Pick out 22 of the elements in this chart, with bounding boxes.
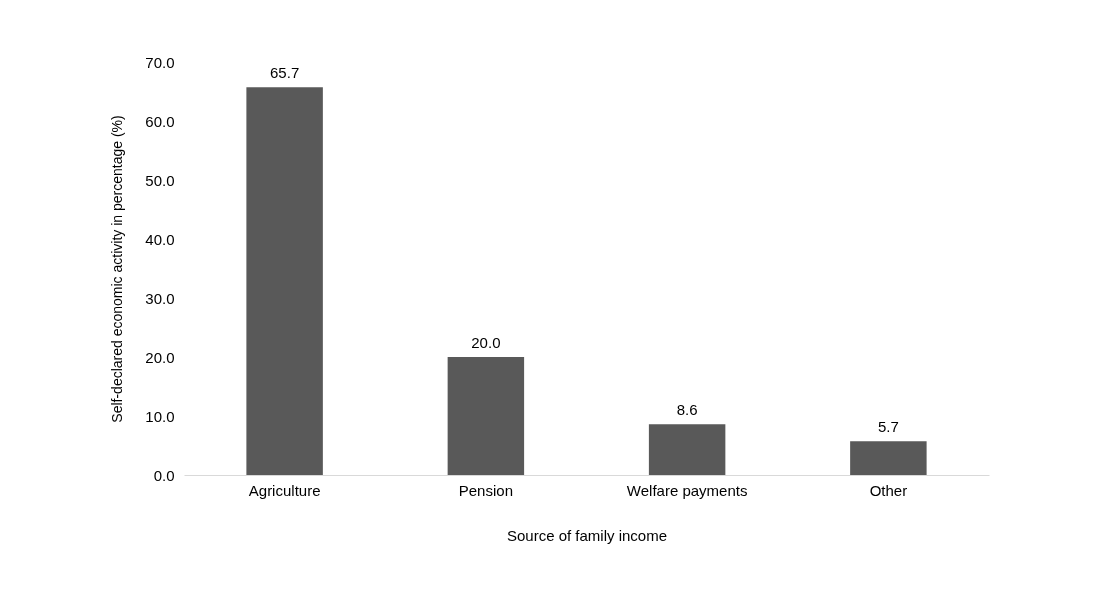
y-tick-label: 50.0 (145, 171, 175, 189)
y-tick-label: 70.0 (145, 53, 175, 71)
y-tick-label: 20.0 (145, 348, 175, 366)
x-axis-title: Source of family income (506, 526, 668, 544)
y-tick-label: 30.0 (145, 289, 175, 307)
bar (648, 424, 726, 475)
bar (246, 87, 323, 475)
x-tick-label: Welfare payments (626, 481, 748, 499)
x-tick-label: Pension (458, 481, 513, 499)
data-label: 8.6 (676, 401, 698, 419)
data-label: 20.0 (471, 334, 501, 351)
data-label: 5.7 (877, 418, 899, 436)
x-tick-label: Other (869, 481, 908, 499)
y-axis-title: Self-declared economic activity in percentage (%) (109, 115, 126, 423)
y-tick-label: 60.0 (145, 112, 175, 130)
data-label: 65.7 (270, 64, 300, 82)
y-tick-label: 40.0 (145, 230, 175, 248)
bar (447, 357, 525, 475)
y-tick-label: 10.0 (145, 407, 175, 425)
x-tick-label: Agriculture (248, 481, 321, 499)
bar (850, 441, 927, 475)
y-tick-label: 0.0 (153, 466, 175, 484)
